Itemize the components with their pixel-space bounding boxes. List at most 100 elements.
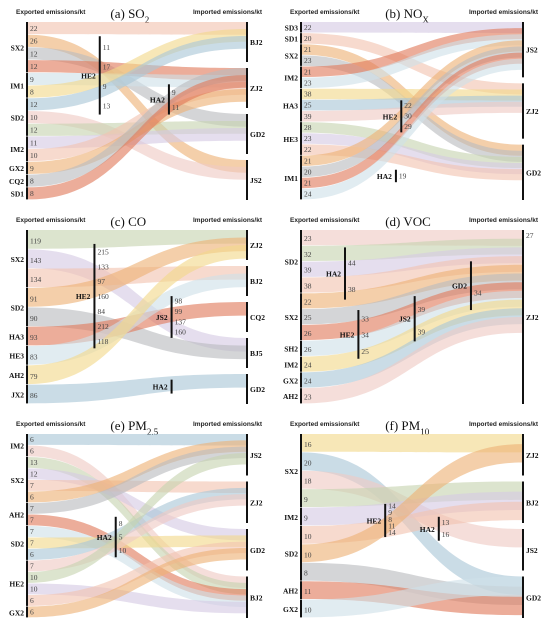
flow-value: 38 (348, 285, 356, 294)
node-bar (300, 581, 302, 599)
flow-ribbon (28, 446, 246, 514)
node-bar (522, 230, 524, 404)
node-bar (522, 529, 524, 571)
node-ha2: HA2 8 5 10 (97, 516, 127, 558)
flow-value: 9 (30, 164, 34, 173)
flow-value: 38 (304, 282, 312, 291)
node-ah2: AH2 7 7 (9, 503, 34, 526)
node-bar (246, 230, 248, 260)
flow-ribbon (302, 273, 522, 325)
node-bar (300, 66, 302, 89)
node-label: ZJ2 (526, 107, 539, 116)
flow-value: 22 (304, 145, 312, 154)
flow-value: 32 (304, 250, 312, 259)
node-js2: JS2 (522, 529, 538, 571)
node-he2: HE2 7 10 10 6 (9, 560, 38, 606)
node-sx2: SX2 22 26 12 12 (11, 22, 38, 73)
flow-value: 212 (97, 322, 109, 331)
node-he2: HE2 33 34 25 (340, 310, 369, 359)
flow-value: 160 (175, 328, 187, 337)
node-label: SX2 (11, 476, 25, 485)
flow-ribbon (302, 34, 522, 89)
node-ha3: HA3 93 (9, 326, 38, 346)
node-label: SD2 (11, 539, 25, 548)
flow-value: 9 (30, 75, 34, 84)
node-label: ZJ2 (526, 313, 539, 322)
node-bar (469, 261, 472, 311)
node-bar (98, 36, 101, 115)
flow-value: 14 (388, 502, 396, 511)
node-bar (357, 310, 360, 359)
flow-value: 9 (304, 495, 308, 504)
flow-value: 134 (30, 275, 42, 284)
flow-value: 10 (119, 546, 127, 555)
node-bar (300, 372, 302, 388)
flow-value: 11 (30, 138, 37, 147)
flow-value: 23 (304, 56, 312, 65)
flow-value: 26 (304, 345, 312, 354)
node-bar (26, 161, 28, 174)
node-bar (93, 243, 96, 349)
panel-1: Exported emissions/kt Imported emissions/… (9, 6, 265, 200)
flow-value: 11 (388, 521, 395, 530)
panel-title: (b) NOX (385, 6, 429, 25)
flow-value: 18 (304, 477, 312, 486)
node-label: JS2 (526, 46, 538, 55)
node-label: SD2 (285, 258, 299, 267)
node-cq2: CQ2 8 (9, 174, 34, 187)
node-label: AH2 (9, 511, 24, 520)
node-ha2: HA2 13 16 (420, 516, 450, 541)
node-ha3: HA3 38 25 39 (283, 88, 312, 122)
flow-ribbon (28, 547, 246, 618)
node-label: JS2 (250, 176, 262, 185)
node-label: GD2 (526, 168, 541, 177)
flow-value: 29 (404, 122, 412, 131)
node-bj2: BJ2 (522, 481, 539, 523)
node-sh2: SH2 26 (284, 340, 312, 356)
flow-value: 7 (30, 516, 34, 525)
node-label: HE3 (283, 135, 298, 144)
node-label: HA2 (420, 525, 435, 534)
imported-header: Imported emissions/kt (193, 217, 263, 224)
node-sd2: SD2 10 10 8 (285, 526, 312, 581)
node-label: GX2 (9, 608, 24, 617)
node-he3: HE3 28 23 22 (283, 122, 312, 155)
node-he2: HE2 11 17 9 13 (81, 36, 111, 115)
node-bar (26, 434, 28, 457)
imported-header: Imported emissions/kt (469, 9, 539, 16)
node-label: SX2 (285, 313, 299, 322)
flow-value: 25 (361, 347, 369, 356)
node-he3: HE3 83 (9, 346, 38, 365)
exported-header: Exported emissions/kt (290, 9, 360, 16)
flow-value: 9 (388, 508, 392, 517)
node-bj2: BJ2 (246, 266, 263, 296)
node-im1: IM1 21 20 21 24 (284, 155, 312, 200)
node-label: SD1 (285, 35, 299, 44)
node-label: HE2 (367, 516, 382, 525)
node-bar (246, 160, 248, 200)
node-label: GD2 (452, 282, 467, 291)
node-im2: IM2 21 23 (284, 66, 312, 89)
flows (302, 230, 522, 404)
flow-ribbon (28, 374, 246, 404)
flows (302, 434, 522, 618)
flow-ribbon (302, 256, 522, 293)
node-zj2: ZJ2 (522, 83, 539, 139)
flow-ribbon (302, 52, 522, 189)
flow-ribbon (28, 494, 246, 572)
flows (302, 22, 522, 200)
node-label: HE2 (383, 112, 398, 121)
flow-ribbon (302, 576, 522, 618)
node-sx2: SX2 22 25 26 (285, 293, 312, 341)
node-label: HA3 (283, 101, 298, 110)
flow-value: 39 (304, 112, 312, 121)
panel-4: Exported emissions/kt Imported emissions/… (283, 214, 539, 404)
node-label: SX2 (285, 51, 299, 60)
flow-value: 34 (474, 288, 482, 297)
node-bar (246, 576, 248, 618)
flow-ribbon (28, 468, 246, 541)
flow-ribbon (302, 264, 522, 309)
node-bar (522, 434, 524, 476)
flow-value: 26 (30, 37, 38, 46)
